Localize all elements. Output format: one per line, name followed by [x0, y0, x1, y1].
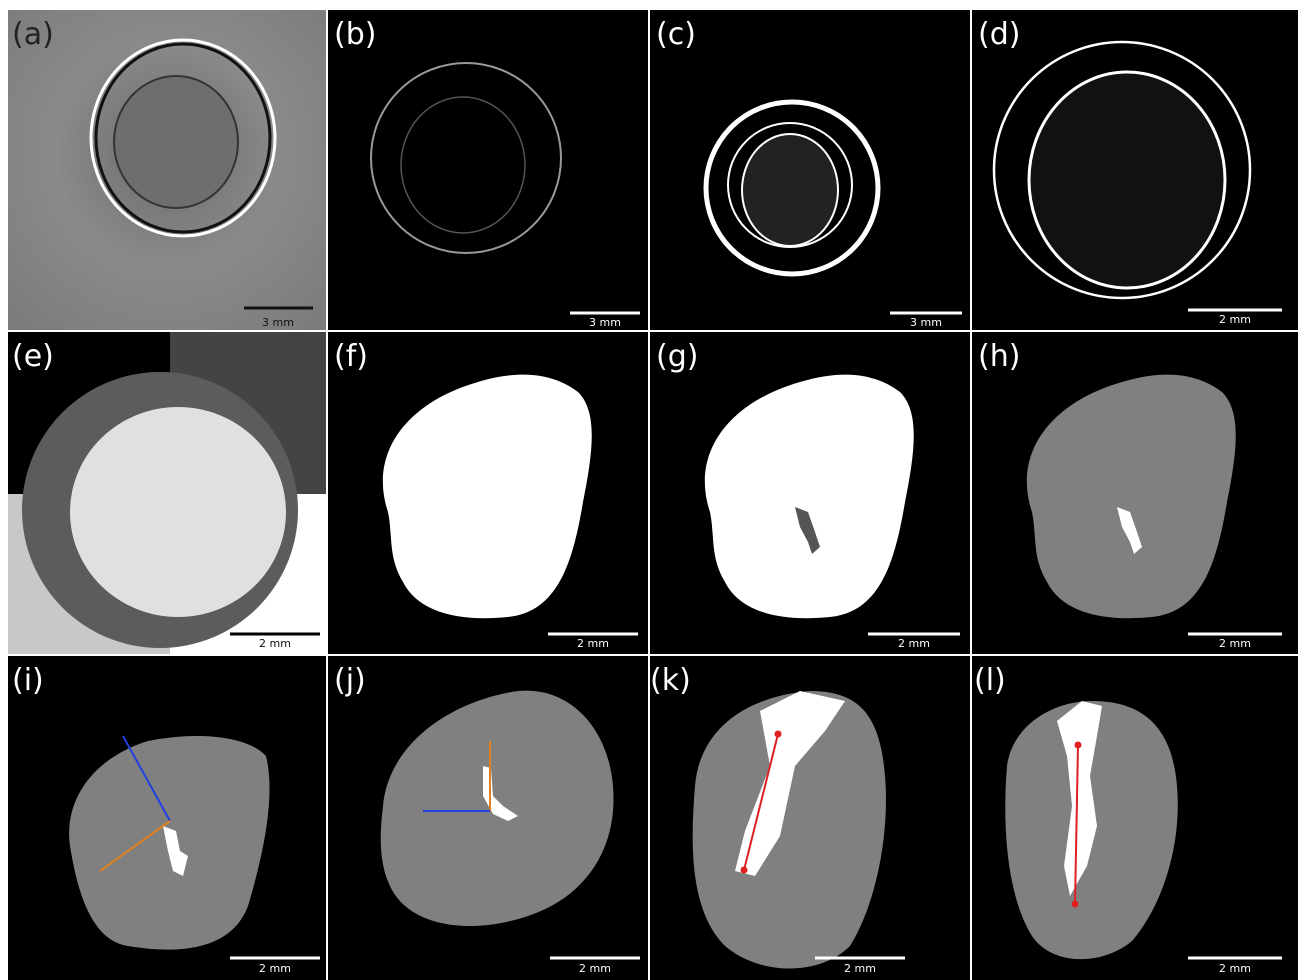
scale-label: 3 mm: [910, 316, 942, 329]
panel-k: 2 mm (k): [650, 656, 970, 980]
panel-label: (j): [334, 663, 366, 698]
panel-label: (h): [978, 339, 1020, 374]
scale-label: 2 mm: [1219, 313, 1251, 326]
scale-label: 3 mm: [589, 316, 621, 329]
scale-label: 2 mm: [844, 962, 876, 975]
panel-j: 2 mm (j): [328, 656, 648, 980]
panel-g: 2 mm (g): [650, 332, 970, 654]
scale-label: 2 mm: [259, 637, 291, 650]
scale-label: 2 mm: [1219, 962, 1251, 975]
panel-l: 2 mm (l): [972, 656, 1298, 980]
panel-label: (f): [334, 339, 368, 374]
scale-label: 2 mm: [898, 637, 930, 650]
panel-label: (g): [656, 339, 698, 374]
scale-label: 2 mm: [1219, 637, 1251, 650]
panel-f: 2 mm (f): [328, 332, 648, 654]
panel-i: 2 mm (i): [8, 656, 326, 980]
panel-label: (a): [12, 17, 54, 52]
panel-d: 2 mm (d): [972, 10, 1298, 330]
panel-label: (b): [334, 17, 376, 52]
panel-label: (i): [12, 663, 44, 698]
panel-label: (l): [974, 663, 1006, 698]
panel-c: 3 mm (c): [650, 10, 970, 330]
figure: 3 mm (a) 3 mm (b) 3 mm (c) 2 mm (d) 2 mm…: [0, 0, 1298, 980]
scale-label: 2 mm: [577, 637, 609, 650]
panel-label: (k): [650, 663, 691, 698]
panel-b: 3 mm (b): [328, 10, 648, 330]
panel-label: (d): [978, 17, 1020, 52]
scale-label: 2 mm: [259, 962, 291, 975]
scale-label: 2 mm: [579, 962, 611, 975]
scale-label: 3 mm: [262, 316, 294, 329]
panel-h: 2 mm (h): [972, 332, 1298, 654]
panel-label: (c): [656, 17, 696, 52]
panel-e: 2 mm (e): [8, 332, 326, 654]
panel-label: (e): [12, 339, 54, 374]
panel-a: 3 mm (a): [8, 10, 326, 330]
